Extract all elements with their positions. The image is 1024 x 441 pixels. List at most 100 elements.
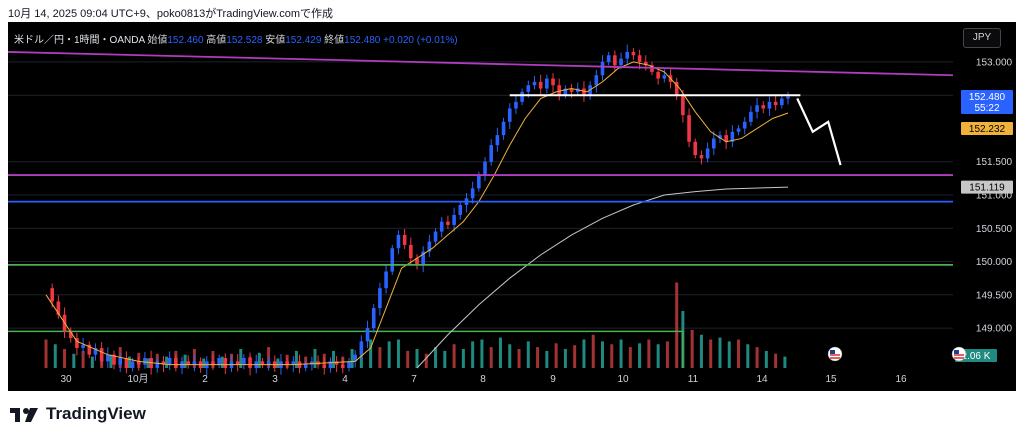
volume-bar-23 (257, 352, 261, 368)
volume-bar-4 (81, 350, 85, 368)
candle-body-31 (235, 361, 240, 365)
candle-body-64 (439, 221, 444, 232)
candle-body-91 (606, 55, 611, 62)
candle-body-28 (217, 358, 221, 365)
price-chart[interactable]: 153.000152.500151.500151.000150.500150.0… (7, 22, 1016, 391)
candle-body-74 (501, 121, 506, 136)
candle-body-11 (112, 354, 116, 365)
candle-body-29 (223, 358, 228, 368)
candle-body-85 (569, 88, 574, 92)
event-flag-canton-1 (954, 350, 959, 354)
candle-body-45 (322, 364, 327, 368)
candle-body-83 (557, 85, 562, 96)
candle-body-60 (415, 258, 419, 265)
time-axis-label-0: 30 (60, 374, 72, 385)
candle-body-81 (545, 78, 549, 89)
volume-bar-67 (665, 341, 669, 368)
volume-bar-42 (434, 347, 438, 368)
candle-body-109 (718, 135, 722, 139)
volume-bar-64 (638, 343, 642, 368)
volume-bar-38 (396, 339, 400, 368)
volume-bar-62 (619, 339, 623, 368)
candle-body-89 (594, 75, 599, 86)
event-flag-canton-0 (830, 350, 835, 354)
volume-bar-45 (461, 349, 465, 368)
candle-body-77 (520, 91, 524, 102)
volume-bar-40 (415, 349, 419, 368)
candle-body-92 (613, 55, 617, 66)
candle-body-63 (433, 231, 438, 242)
candle-body-49 (347, 361, 351, 368)
candle-body-51 (359, 341, 364, 355)
candle-body-78 (526, 85, 531, 92)
legend-close-value: 152.480 (344, 35, 381, 46)
candle-body-120 (786, 96, 790, 99)
candle-body-46 (328, 361, 333, 368)
volume-bar-79 (774, 353, 778, 368)
candle-body-8 (93, 348, 98, 355)
candle-body-115 (755, 105, 759, 112)
time-axis-label-8: 10 (617, 374, 629, 385)
chart-area[interactable]: 153.000152.500151.500151.000150.500150.0… (7, 22, 1016, 391)
volume-bar-19 (220, 356, 224, 368)
volume-bar-55 (554, 343, 558, 368)
candle-body-72 (489, 145, 493, 162)
volume-badge-label: 2.06 K (962, 351, 991, 362)
candle-body-43 (310, 361, 314, 365)
candle-body-39 (285, 361, 289, 365)
candle-body-116 (761, 105, 766, 109)
volume-bar-29 (313, 349, 317, 368)
candle-body-13 (124, 358, 129, 368)
candle-body-75 (507, 108, 512, 122)
price-badge-label-2: 151.119 (969, 183, 1005, 194)
time-axis-label-1: 10月 (127, 373, 148, 385)
candle-body-73 (495, 135, 500, 146)
volume-bar-31 (332, 350, 336, 368)
volume-bar-49 (498, 337, 502, 368)
legend-low-value: 152.429 (285, 35, 322, 46)
candle-body-108 (712, 138, 716, 149)
time-axis-label-4: 4 (342, 374, 348, 385)
candle-body-58 (402, 234, 407, 245)
volume-bar-37 (387, 341, 391, 368)
chart-caption: 10月 14, 2025 09:04 UTC+9、poko0813がTradin… (8, 8, 333, 20)
price-badge-label-0: 152.480 (969, 92, 1006, 103)
candle-body-5 (75, 338, 79, 349)
volume-bar-43 (443, 350, 447, 368)
footer (0, 391, 1024, 441)
candle-body-47 (334, 361, 339, 365)
volume-bar-77 (755, 347, 759, 368)
candle-body-56 (390, 248, 395, 272)
volume-bar-17 (202, 358, 206, 368)
volume-bar-68 (675, 282, 679, 368)
candle-body-69 (470, 188, 475, 199)
candle-body-40 (291, 361, 296, 365)
currency-selector[interactable]: JPY (963, 28, 1001, 48)
price-badge-bg-2 (961, 180, 1013, 194)
candle-body-84 (563, 88, 568, 96)
volume-bar-74 (727, 341, 731, 368)
volume-box-line (8, 330, 684, 368)
candle-body-32 (242, 358, 246, 365)
volume-bar-61 (610, 344, 614, 368)
legend-high-label: 高値 (206, 35, 227, 46)
tradingview-logo[interactable]: TradingView (10, 404, 146, 424)
candle-body-59 (409, 244, 413, 259)
volume-bar-48 (489, 347, 493, 368)
volume-bar-21 (239, 349, 243, 368)
price-axis-label-0: 153.000 (976, 57, 1013, 68)
long-moving-average-line (416, 186, 789, 369)
legend-symbol: 米ドル／円・1時間・OANDA (14, 35, 145, 46)
volume-bar-15 (183, 354, 187, 368)
price-axis-label-3: 151.000 (976, 191, 1013, 202)
price-badge-sub-0: 55:22 (974, 103, 999, 114)
volume-bar-59 (591, 334, 595, 368)
candle-body-93 (619, 58, 623, 66)
candle-body-15 (136, 361, 141, 365)
volume-bar-80 (783, 356, 787, 368)
candle-body-61 (421, 251, 425, 265)
white-projection-path (796, 98, 842, 166)
candle-body-87 (582, 88, 586, 96)
candle-body-12 (118, 358, 122, 365)
candle-body-62 (427, 241, 432, 252)
